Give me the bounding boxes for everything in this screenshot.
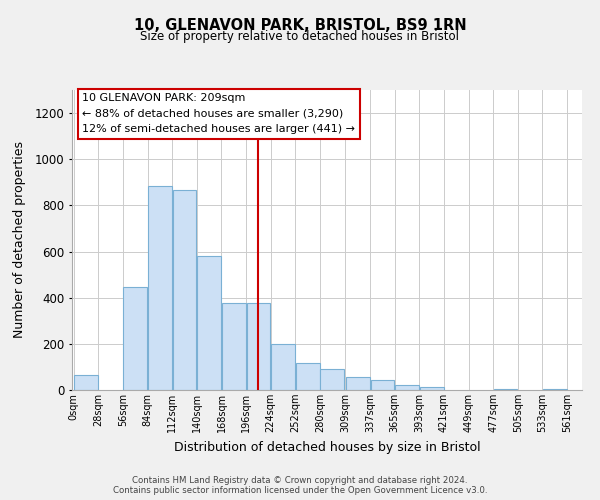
Text: Size of property relative to detached houses in Bristol: Size of property relative to detached ho… — [140, 30, 460, 43]
Y-axis label: Number of detached properties: Number of detached properties — [13, 142, 26, 338]
Text: 10 GLENAVON PARK: 209sqm
← 88% of detached houses are smaller (3,290)
12% of sem: 10 GLENAVON PARK: 209sqm ← 88% of detach… — [82, 93, 355, 134]
Bar — [371, 380, 394, 390]
Bar — [271, 344, 295, 390]
Bar — [247, 304, 270, 390]
Bar — [148, 186, 172, 390]
Bar — [296, 364, 320, 390]
Bar — [124, 288, 147, 390]
Bar — [197, 256, 221, 390]
Bar — [320, 369, 344, 390]
Bar — [395, 386, 419, 390]
Bar — [543, 389, 566, 390]
Text: Contains HM Land Registry data © Crown copyright and database right 2024.: Contains HM Land Registry data © Crown c… — [132, 476, 468, 485]
Text: 10, GLENAVON PARK, BRISTOL, BS9 1RN: 10, GLENAVON PARK, BRISTOL, BS9 1RN — [134, 18, 466, 32]
X-axis label: Distribution of detached houses by size in Bristol: Distribution of detached houses by size … — [173, 440, 481, 454]
Bar — [74, 375, 98, 390]
Bar — [346, 378, 370, 390]
Text: Contains public sector information licensed under the Open Government Licence v3: Contains public sector information licen… — [113, 486, 487, 495]
Bar — [420, 386, 443, 390]
Bar — [222, 304, 245, 390]
Bar — [173, 190, 196, 390]
Bar — [494, 389, 517, 390]
